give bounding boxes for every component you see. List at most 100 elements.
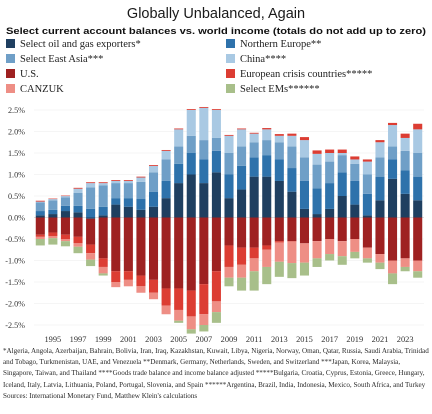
bar-segment bbox=[224, 277, 234, 287]
x-tick-label: 2005 bbox=[170, 335, 187, 344]
bar-segment bbox=[337, 153, 347, 156]
bar-segment bbox=[375, 200, 385, 218]
bar-segment bbox=[237, 165, 247, 190]
bar-segment bbox=[186, 290, 196, 317]
bar-segment bbox=[350, 239, 360, 252]
bar-segment bbox=[274, 134, 284, 136]
bar-segment bbox=[237, 264, 247, 278]
bar-segment bbox=[123, 180, 133, 181]
bar-segment bbox=[174, 320, 184, 323]
bar-segment bbox=[136, 176, 146, 178]
bar-segment bbox=[111, 183, 121, 199]
bar-segment bbox=[350, 156, 360, 160]
bar-segment bbox=[388, 125, 398, 147]
bar-segment bbox=[224, 134, 234, 136]
bar-segment bbox=[375, 140, 385, 143]
bar-segment bbox=[388, 273, 398, 285]
bar-segment bbox=[211, 312, 221, 323]
bar-segment bbox=[262, 128, 272, 130]
legend-label: Select East Asia*** bbox=[20, 54, 103, 65]
bar-segment bbox=[148, 165, 159, 166]
bar-segment bbox=[274, 241, 284, 243]
bar-segment bbox=[262, 176, 272, 218]
bar-segment bbox=[35, 200, 45, 202]
bar-segment bbox=[388, 159, 398, 179]
bar-segment bbox=[199, 159, 209, 184]
bar-segment bbox=[262, 249, 272, 267]
bar-segment bbox=[73, 212, 83, 218]
bar-segment bbox=[60, 196, 70, 198]
bar-segment bbox=[98, 182, 108, 184]
bar-segment bbox=[211, 110, 221, 138]
bar-segment bbox=[161, 159, 171, 181]
bar-segment bbox=[249, 133, 259, 143]
x-tick-label: 2013 bbox=[271, 335, 288, 344]
bar-segment bbox=[337, 172, 347, 196]
bar-segment bbox=[123, 217, 133, 272]
bar-segment bbox=[325, 208, 335, 218]
bar-segment bbox=[48, 214, 58, 218]
bar-segment bbox=[48, 199, 58, 201]
bar-segment bbox=[350, 163, 360, 181]
y-tick-label: 1.5% bbox=[8, 149, 25, 158]
x-tick-label: 2015 bbox=[296, 335, 313, 344]
bar-segment bbox=[413, 200, 423, 218]
bar-segment bbox=[337, 241, 347, 257]
bar-segment bbox=[388, 260, 398, 274]
legend-swatch bbox=[6, 39, 15, 48]
bar-segment bbox=[400, 193, 410, 218]
legend-swatch bbox=[226, 39, 235, 48]
bar-segment bbox=[388, 146, 398, 160]
bar-segment bbox=[249, 176, 259, 218]
bar-segment bbox=[362, 247, 372, 259]
bar-segment bbox=[224, 135, 234, 153]
bar-segment bbox=[400, 258, 410, 267]
bar-segment bbox=[60, 239, 70, 242]
bar-segment bbox=[60, 241, 70, 247]
legend-swatch bbox=[226, 84, 235, 93]
bar-segment bbox=[262, 217, 272, 246]
bar-segment bbox=[274, 180, 284, 218]
bar-segment bbox=[375, 254, 385, 263]
bar-segment bbox=[287, 133, 297, 136]
legend-label: Select oil and gas exporters* bbox=[20, 39, 141, 50]
bar-segment bbox=[98, 206, 108, 216]
bar-segment bbox=[287, 168, 297, 192]
bar-segment bbox=[73, 188, 83, 193]
bar-segment bbox=[299, 180, 310, 209]
bar-segment bbox=[136, 286, 146, 293]
bar-segment bbox=[362, 258, 372, 263]
bar-segment bbox=[123, 198, 133, 207]
legend-swatch bbox=[226, 54, 235, 63]
bar-segment bbox=[237, 247, 247, 265]
y-tick-label: -1.5% bbox=[5, 278, 25, 287]
bar-segment bbox=[186, 110, 196, 136]
bars bbox=[35, 106, 423, 334]
bar-segment bbox=[186, 329, 196, 334]
x-tick-label: 2023 bbox=[397, 335, 414, 344]
bar-segment bbox=[388, 217, 398, 261]
bar-segment bbox=[186, 109, 196, 110]
bar-segment bbox=[73, 217, 83, 237]
bar-segment bbox=[98, 217, 108, 259]
bar-segment bbox=[123, 279, 133, 287]
bar-segment bbox=[186, 217, 196, 291]
bar-segment bbox=[350, 204, 360, 218]
bar-segment bbox=[287, 191, 297, 218]
bar-segment bbox=[413, 217, 423, 261]
legend-label: U.S. bbox=[20, 69, 39, 80]
x-tick-label: 1999 bbox=[95, 335, 112, 344]
bar-segment bbox=[400, 133, 410, 138]
bar-segment bbox=[325, 217, 335, 239]
x-axis: 1995 1997 1999 2001 2003 2005 2007 2009 2011 2013… bbox=[44, 335, 413, 344]
bar-segment bbox=[136, 177, 146, 182]
bar-segment bbox=[249, 157, 259, 177]
bar-segment bbox=[174, 217, 184, 289]
bar-segment bbox=[148, 279, 159, 293]
x-tick-label: 2009 bbox=[221, 335, 238, 344]
bar-segment bbox=[123, 271, 133, 280]
bar-segment bbox=[123, 183, 133, 199]
bar-segment bbox=[123, 206, 133, 218]
bar-segment bbox=[123, 180, 133, 184]
